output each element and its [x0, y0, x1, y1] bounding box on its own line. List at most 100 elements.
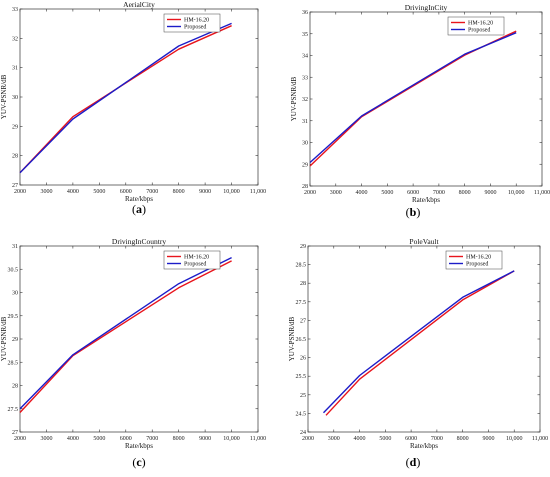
- panel-caption: (d): [406, 455, 421, 469]
- y-tick-label: 32: [302, 97, 308, 103]
- y-tick-label: 27: [12, 430, 18, 436]
- x-tick-label: 5000: [381, 190, 393, 196]
- y-tick-label: 25.5: [296, 374, 307, 380]
- x-tick-label: 5000: [379, 436, 391, 442]
- y-tick-label: 26.5: [296, 337, 307, 343]
- y-tick-label: 30.5: [8, 267, 19, 273]
- y-tick-label: 29: [300, 244, 306, 250]
- x-axis-label: Rate/kbps: [125, 442, 153, 450]
- y-tick-label: 26: [300, 356, 306, 362]
- series-line-proposed: [19, 22, 232, 174]
- chart-panel-a: 2000 3000 4000 5000 6000 7000 8000 9000 10,000 11…: [0, 0, 266, 216]
- legend-label: Proposed: [184, 25, 206, 31]
- x-tick-label: 3000: [328, 436, 340, 442]
- x-tick-label: 8000: [173, 189, 185, 195]
- legend-label: Proposed: [468, 28, 490, 34]
- y-tick-label: 31: [12, 244, 18, 250]
- legend-box: [163, 250, 221, 270]
- x-tick-label: 7000: [433, 190, 445, 196]
- y-tick-label: 35: [302, 32, 308, 38]
- x-tick-label: 9000: [484, 190, 496, 196]
- x-tick-label: 10,000: [223, 436, 240, 442]
- legend-label: HM-16.20: [184, 18, 209, 24]
- x-tick-label: 9000: [482, 436, 494, 442]
- x-tick-label: 7000: [431, 436, 443, 442]
- series-line-proposed: [19, 256, 232, 410]
- series-line-proposed: [322, 270, 515, 414]
- x-tick-label: 9000: [199, 436, 211, 442]
- y-tick-label: 30: [302, 141, 308, 147]
- y-tick-label: 27: [12, 183, 18, 189]
- y-tick-label: 25: [300, 393, 306, 399]
- x-tick-label: 6000: [120, 189, 132, 195]
- chart-title: AerialCity: [123, 0, 155, 9]
- series-line-proposed: [309, 32, 517, 164]
- y-axis-label: YUV-PSNR/dB: [0, 316, 8, 361]
- y-tick-label: 28: [300, 281, 306, 287]
- y-tick-label: 28.5: [8, 360, 19, 366]
- x-tick-label: 10,000: [223, 189, 240, 195]
- x-tick-label: 11,000: [250, 436, 266, 442]
- y-tick-label: 31: [302, 119, 308, 125]
- legend-box: [447, 16, 505, 36]
- x-tick-label: 2000: [14, 436, 26, 442]
- plot-area: [19, 245, 259, 433]
- legend-label: Proposed: [184, 262, 206, 268]
- y-axis-label: YUV-PSNR/dB: [288, 316, 296, 361]
- x-tick-label: 4000: [67, 189, 79, 195]
- x-tick-label: 10,000: [508, 190, 525, 196]
- y-tick-label: 28: [12, 154, 18, 160]
- y-tick-label: 28: [302, 184, 308, 190]
- plot-area: [309, 11, 543, 187]
- chart-title: DrivingInCountry: [112, 237, 166, 246]
- y-tick-label: 29: [12, 124, 18, 130]
- legend-box: [445, 250, 503, 270]
- x-axis-label: Rate/kbps: [412, 196, 440, 204]
- chart-panel-d: 2000 3000 4000 5000 6000 7000 8000 9000 10,000 11…: [288, 237, 548, 469]
- y-tick-label: 31: [12, 66, 18, 72]
- x-tick-label: 5000: [93, 436, 105, 442]
- y-tick-label: 24.5: [296, 411, 307, 417]
- x-tick-label: 2000: [14, 189, 26, 195]
- y-tick-label: 33: [12, 7, 18, 13]
- panel-caption-letter: c: [136, 455, 142, 469]
- x-tick-label: 4000: [356, 190, 368, 196]
- x-tick-label: 6000: [120, 436, 132, 442]
- x-tick-label: 10,000: [506, 436, 523, 442]
- x-tick-label: 3000: [40, 189, 52, 195]
- chart-title: DrivingInCity: [405, 3, 448, 12]
- x-tick-label: 8000: [173, 436, 185, 442]
- x-tick-label: 2000: [304, 190, 316, 196]
- x-tick-label: 7000: [146, 189, 158, 195]
- panel-caption: (c): [132, 455, 145, 469]
- x-tick-label: 11,000: [534, 190, 550, 196]
- x-tick-label: 4000: [354, 436, 366, 442]
- y-tick-label: 27: [300, 318, 306, 324]
- x-tick-label: 2000: [302, 436, 314, 442]
- panel-caption-letter: d: [410, 455, 417, 469]
- x-tick-label: 3000: [330, 190, 342, 196]
- y-tick-label: 29.5: [8, 314, 19, 320]
- y-tick-label: 28: [12, 384, 18, 390]
- y-tick-label: 27.5: [296, 300, 307, 306]
- x-axis-label: Rate/kbps: [125, 195, 153, 203]
- chart-title: PoleVault: [409, 237, 439, 246]
- y-tick-label: 29: [12, 337, 18, 343]
- y-axis-label: YUV-PSNR/dB: [290, 76, 298, 121]
- x-tick-label: 9000: [199, 189, 211, 195]
- x-tick-label: 6000: [405, 436, 417, 442]
- y-tick-label: 33: [302, 75, 308, 81]
- x-tick-label: 8000: [459, 190, 471, 196]
- x-tick-label: 7000: [146, 436, 158, 442]
- y-tick-label: 27.5: [8, 407, 19, 413]
- y-tick-label: 28.5: [296, 263, 307, 269]
- series-line-hm-16-20: [19, 260, 232, 413]
- y-tick-label: 29: [302, 162, 308, 168]
- x-axis-label: Rate/kbps: [410, 442, 438, 450]
- x-tick-label: 5000: [93, 189, 105, 195]
- plot-area: [19, 8, 259, 186]
- y-tick-label: 34: [302, 54, 308, 60]
- series-line-hm-16-20: [325, 270, 515, 416]
- x-tick-label: 8000: [457, 436, 469, 442]
- y-tick-label: 24: [300, 430, 306, 436]
